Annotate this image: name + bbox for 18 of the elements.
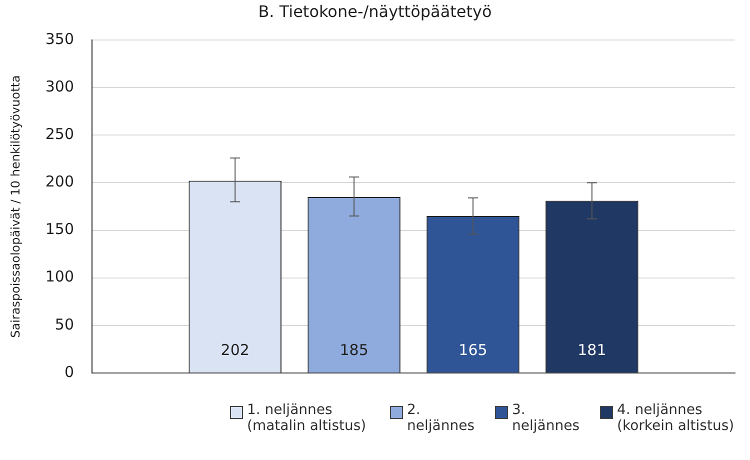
y-axis-title: Sairaspoissaolopäivät / 10 henkilötyövuotta	[8, 75, 22, 338]
legend-label: 4. neljännes (korkein altistus)	[617, 402, 736, 434]
y-tick-label: 300	[45, 77, 74, 96]
data-label: 202	[220, 340, 250, 359]
data-label: 165	[458, 340, 488, 359]
legend-label: 2. neljännes	[407, 402, 476, 434]
legend-label: 1. neljännes (matalin altistus)	[247, 402, 368, 434]
y-tick-label: 150	[45, 220, 74, 238]
y-tick-label: 0	[64, 362, 74, 381]
y-tick-label: 250	[45, 125, 74, 144]
data-label: 181	[578, 340, 606, 359]
legend-label: 3. neljännes	[512, 402, 580, 434]
chart-title: B. Tietokone-/näyttöpäätetyö	[257, 2, 493, 21]
data-label: 185	[340, 340, 368, 359]
y-tick-label: 350	[45, 30, 74, 48]
y-tick-label: 50	[54, 315, 74, 334]
y-tick-label: 100	[45, 268, 74, 286]
y-tick-label: 200	[45, 172, 74, 191]
